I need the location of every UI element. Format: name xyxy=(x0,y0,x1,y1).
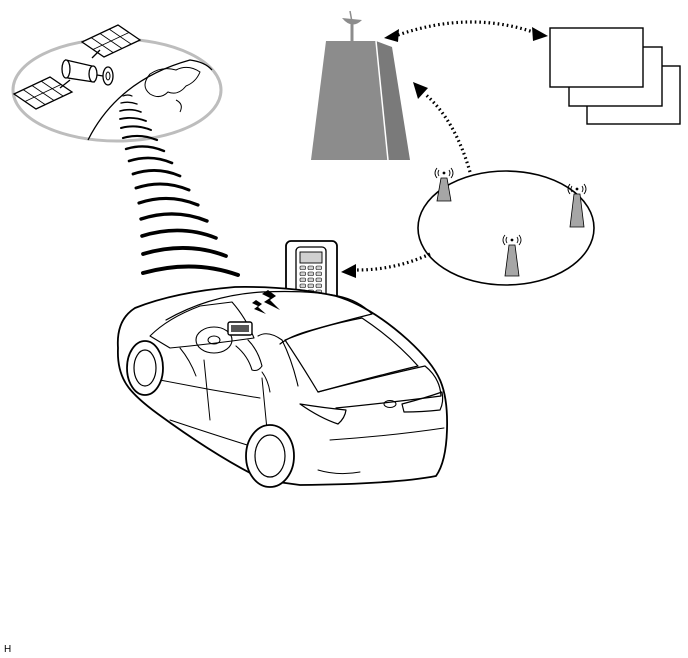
cell-tower-icon xyxy=(567,183,587,228)
cell-tower-icon xyxy=(502,234,522,277)
wheel-icon xyxy=(245,424,295,488)
network-phone-link xyxy=(341,252,431,278)
mobile-phone-icon xyxy=(285,240,338,303)
wireless-bolt-icon xyxy=(252,290,280,314)
data-center-building-icon xyxy=(311,10,410,161)
satellite-icon xyxy=(12,24,142,110)
antenna-dish-icon xyxy=(342,10,362,42)
navigation-display-icon xyxy=(227,321,253,336)
network-building-link xyxy=(413,82,472,173)
car-icon xyxy=(116,286,449,488)
satellite-radio-waves xyxy=(119,94,240,277)
cell-tower-icon xyxy=(434,167,454,202)
cellular-network-icon xyxy=(417,167,595,286)
figure-code: H xyxy=(4,644,12,655)
building-documents-link xyxy=(384,20,548,42)
document-stack-icon xyxy=(549,27,681,125)
wheel-icon xyxy=(126,340,164,396)
